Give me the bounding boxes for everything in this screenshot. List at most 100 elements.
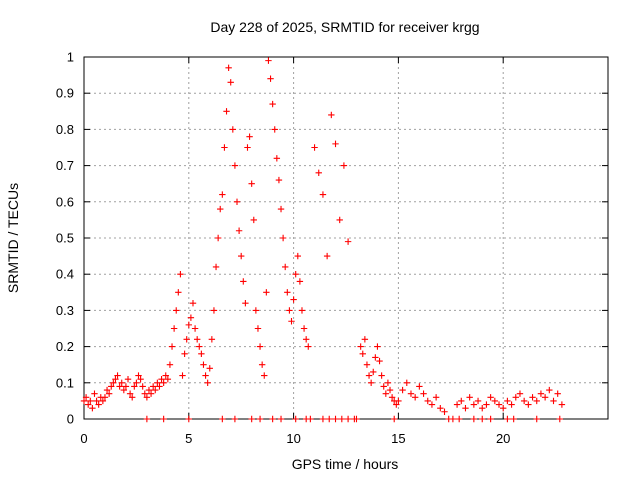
data-point <box>231 415 239 423</box>
data-point <box>95 401 102 408</box>
data-point <box>395 397 402 405</box>
data-point <box>286 307 293 314</box>
data-point <box>491 397 499 405</box>
gridlines <box>84 57 608 419</box>
data-point <box>393 401 400 408</box>
data-point <box>399 386 406 394</box>
data-point <box>173 307 180 314</box>
data-point <box>541 394 549 401</box>
data-point <box>84 401 92 408</box>
data-point <box>235 227 243 234</box>
data-point <box>378 372 385 379</box>
data-point <box>403 379 410 386</box>
data-point <box>223 108 230 115</box>
data-point <box>537 390 545 397</box>
data-point <box>252 307 260 314</box>
data-point <box>269 100 276 108</box>
data-point <box>374 343 381 350</box>
data-point <box>122 383 130 390</box>
x-tick-label: 0 <box>80 431 87 446</box>
x-tick-label: 10 <box>286 431 300 446</box>
data-point <box>214 234 222 242</box>
y-tick-label: 0 <box>67 412 74 427</box>
data-point <box>131 383 138 390</box>
data-point <box>556 415 563 423</box>
data-point <box>458 397 465 405</box>
x-tick-label: 5 <box>185 431 192 446</box>
data-point <box>353 415 360 423</box>
data-point <box>298 307 306 314</box>
data-point <box>162 372 169 379</box>
y-tick-label: 0.2 <box>56 339 74 354</box>
data-point <box>267 75 274 82</box>
data-point <box>238 252 245 260</box>
data-point <box>246 133 253 140</box>
data-point <box>181 350 188 358</box>
data-point <box>271 126 278 133</box>
data-point <box>359 350 366 358</box>
data-point <box>382 390 390 397</box>
data-point <box>455 415 463 423</box>
data-point <box>500 404 507 412</box>
data-point <box>120 386 128 394</box>
y-tick-label: 1 <box>67 50 74 65</box>
data-points <box>80 57 566 423</box>
data-point <box>227 79 234 86</box>
data-point <box>219 191 226 198</box>
data-point <box>170 325 178 332</box>
data-point <box>372 354 379 361</box>
data-point <box>294 252 301 260</box>
data-point <box>129 394 136 401</box>
data-point <box>332 415 339 423</box>
data-point <box>554 390 561 397</box>
data-point <box>177 271 184 278</box>
data-point <box>432 394 440 401</box>
data-point <box>210 307 218 314</box>
data-point <box>154 379 161 386</box>
data-point <box>198 350 205 358</box>
data-point <box>376 357 383 365</box>
y-tick-label: 0.5 <box>56 231 74 246</box>
data-point <box>254 325 262 332</box>
data-point <box>391 415 398 423</box>
data-point <box>202 372 209 379</box>
data-point <box>164 375 172 383</box>
data-point <box>483 401 490 408</box>
data-point <box>185 321 192 329</box>
data-point <box>516 390 524 397</box>
data-point <box>114 372 121 379</box>
data-point <box>160 415 167 423</box>
data-point <box>407 390 415 397</box>
data-point <box>82 394 90 401</box>
data-point <box>183 336 190 343</box>
data-point <box>269 415 276 423</box>
data-point <box>89 404 96 412</box>
x-tick-label: 20 <box>496 431 510 446</box>
data-point <box>108 383 115 390</box>
data-point <box>248 415 255 423</box>
data-point <box>508 401 515 408</box>
data-point <box>87 397 94 405</box>
data-point <box>135 372 142 379</box>
data-point <box>200 361 207 368</box>
data-point <box>449 415 457 423</box>
data-point <box>357 343 364 350</box>
data-point <box>504 397 511 405</box>
data-point <box>338 415 346 423</box>
data-point <box>145 386 153 394</box>
data-point <box>344 415 352 423</box>
data-point <box>143 394 151 401</box>
data-point <box>250 216 257 224</box>
data-point <box>336 216 343 224</box>
data-point <box>152 386 159 394</box>
data-point <box>275 176 283 184</box>
data-point <box>292 271 299 278</box>
data-point <box>242 299 249 307</box>
data-point <box>149 383 157 390</box>
data-point <box>510 415 517 423</box>
data-point <box>101 394 109 401</box>
data-point <box>221 144 228 151</box>
data-point <box>437 404 444 412</box>
data-point <box>462 404 469 412</box>
